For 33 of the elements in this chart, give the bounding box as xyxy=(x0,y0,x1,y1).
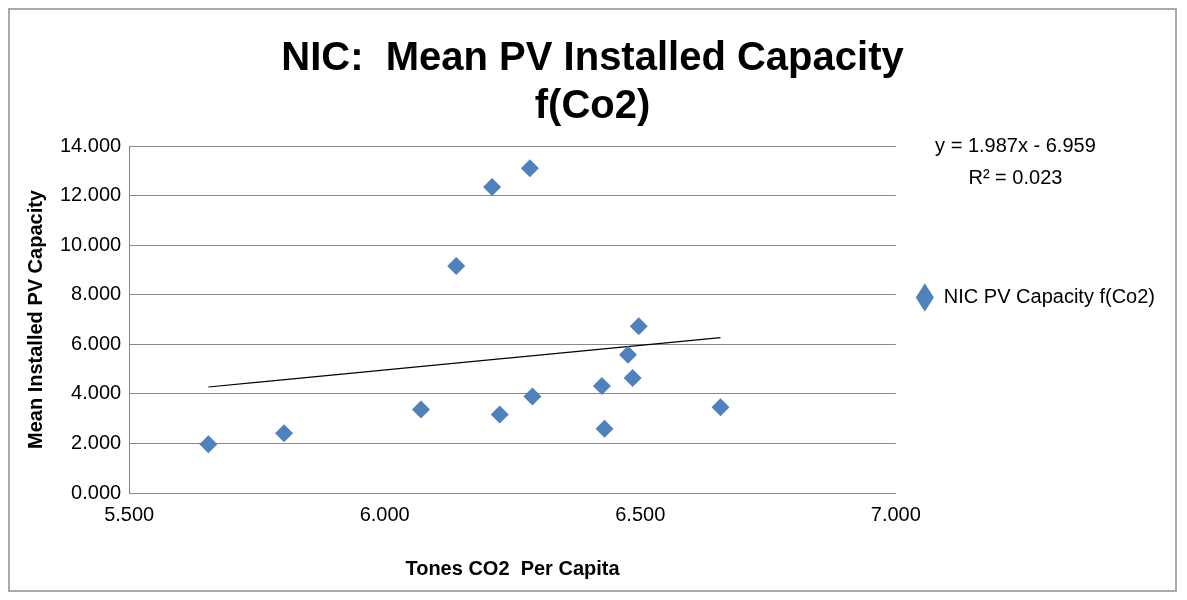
x-tick-label: 6.500 xyxy=(615,502,666,525)
x-axis-title: Tones CO2 Per Capita xyxy=(405,556,621,579)
y-tick-label: 6.000 xyxy=(71,331,122,354)
text: y = 1.987x - 6.959 xyxy=(935,133,1096,156)
point xyxy=(711,398,730,417)
y-tick-label: 12.000 xyxy=(60,183,122,206)
point xyxy=(523,387,542,406)
point xyxy=(592,376,611,395)
y-tick-label: 0.000 xyxy=(71,480,122,503)
y-tick-label: 2.000 xyxy=(71,430,122,453)
point xyxy=(483,177,502,196)
y-tick-label: 14.000 xyxy=(60,133,122,156)
point xyxy=(447,256,466,275)
y-axis-title: Mean Installed PV Capacity xyxy=(23,189,46,449)
point xyxy=(595,419,614,438)
point xyxy=(275,424,294,443)
legend-label: NIC PV Capacity f(Co2) xyxy=(943,285,1155,308)
point xyxy=(520,159,539,178)
x-tick-label: 6.000 xyxy=(359,502,410,525)
point xyxy=(490,405,509,424)
point xyxy=(412,400,431,419)
y-tick-label: 8.000 xyxy=(71,282,122,305)
text: NIC: Mean PV Installed Capacity xyxy=(281,34,904,79)
text: R² = 0.023 xyxy=(968,165,1063,188)
x-tick-label: 5.500 xyxy=(104,502,155,525)
point xyxy=(623,368,642,387)
y-tick-label: 10.000 xyxy=(60,232,122,255)
text: f(Co2) xyxy=(534,82,651,127)
point xyxy=(199,435,218,454)
x-tick-label: 7.000 xyxy=(870,502,921,525)
y-tick-label: 4.000 xyxy=(71,381,122,404)
point xyxy=(619,345,638,364)
point xyxy=(629,317,648,336)
